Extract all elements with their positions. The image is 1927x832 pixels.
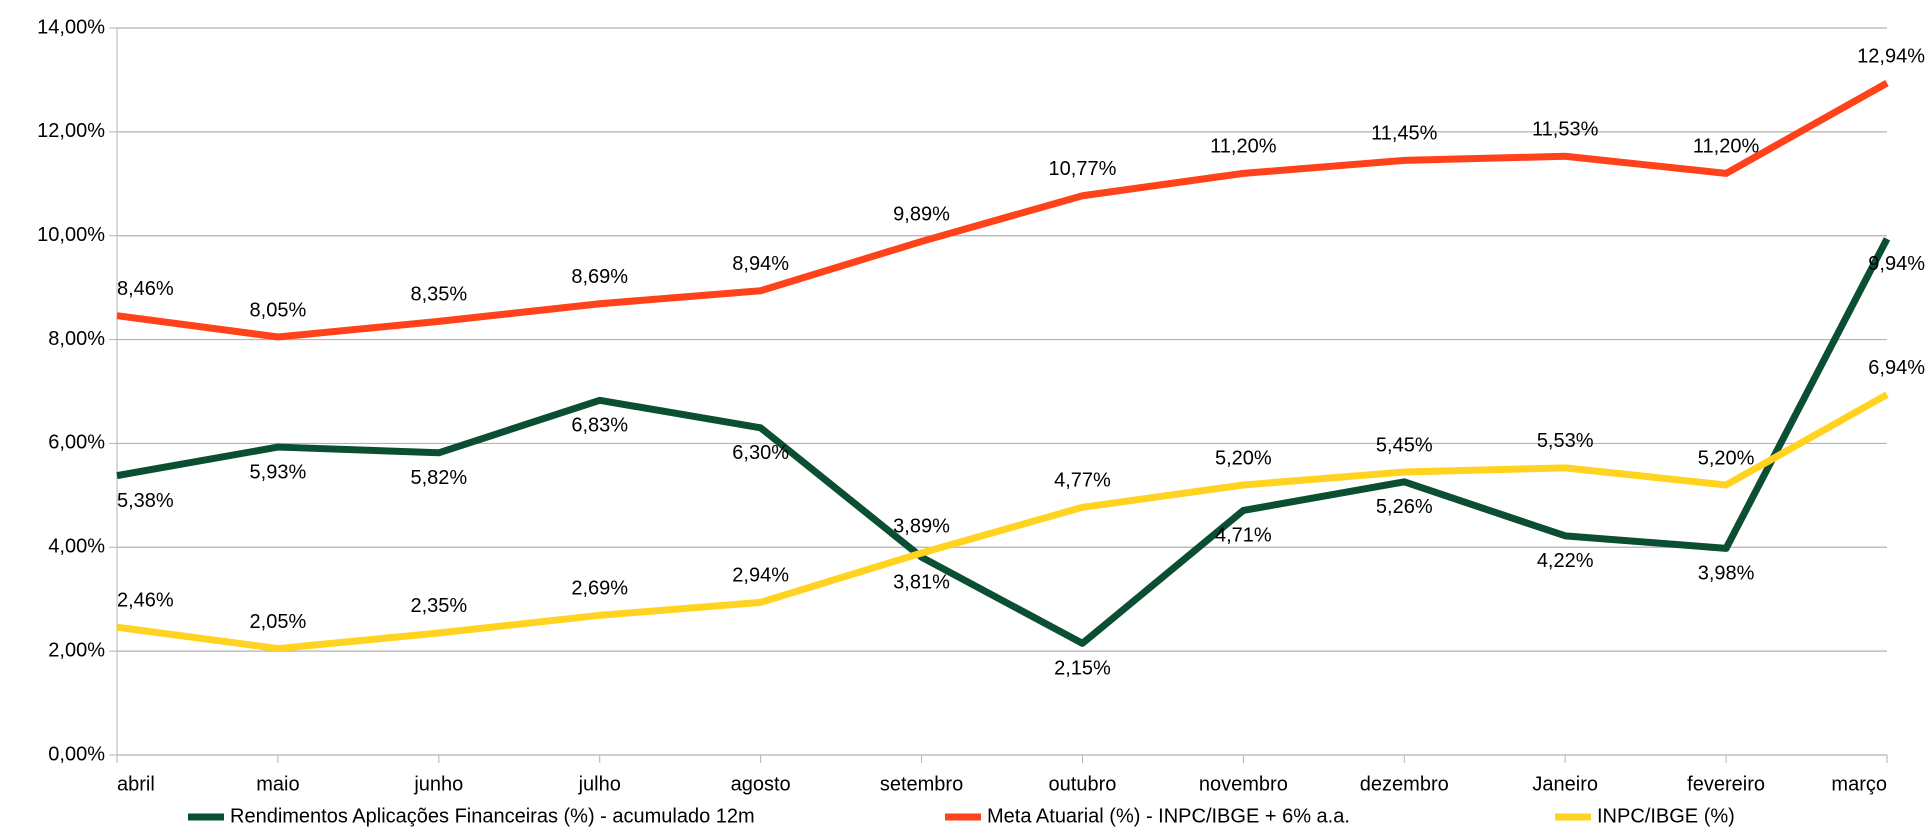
x-tick-label: outubro: [1049, 773, 1117, 795]
legend-label: INPC/IBGE (%): [1597, 805, 1735, 827]
legend-label: Rendimentos Aplicações Financeiras (%) -…: [230, 805, 755, 827]
x-tick-label: dezembro: [1360, 773, 1449, 795]
data-label: 4,71%: [1215, 525, 1272, 547]
x-tick-label: abril: [117, 773, 155, 795]
data-label: 6,94%: [1868, 357, 1925, 379]
x-tick-label: março: [1831, 773, 1887, 795]
data-label: 11,45%: [1371, 123, 1438, 145]
data-label: 11,20%: [1693, 136, 1760, 158]
data-label: 5,20%: [1698, 447, 1755, 469]
data-label: 2,94%: [732, 565, 789, 587]
data-label: 5,82%: [410, 467, 467, 489]
data-label: 11,53%: [1532, 119, 1599, 141]
y-tick-label: 12,00%: [37, 120, 105, 142]
y-tick-label: 8,00%: [48, 328, 105, 350]
data-label: 5,93%: [250, 461, 307, 483]
data-label: 8,46%: [117, 278, 174, 300]
data-label: 9,94%: [1868, 253, 1925, 275]
data-label: 10,77%: [1049, 158, 1117, 180]
x-tick-label: junho: [413, 773, 463, 795]
y-tick-label: 10,00%: [37, 224, 105, 246]
data-label: 2,15%: [1054, 658, 1111, 680]
data-label: 12,94%: [1857, 45, 1925, 67]
data-label: 3,98%: [1698, 563, 1755, 585]
data-label: 2,05%: [250, 611, 307, 633]
data-label: 5,53%: [1537, 430, 1594, 452]
x-tick-label: fevereiro: [1687, 773, 1765, 795]
data-label: 5,38%: [117, 490, 174, 512]
data-label: 2,69%: [571, 578, 628, 600]
x-tick-label: novembro: [1199, 773, 1288, 795]
x-tick-label: julho: [578, 773, 621, 795]
data-label: 11,20%: [1210, 136, 1277, 158]
data-label: 5,20%: [1215, 447, 1272, 469]
data-label: 8,35%: [410, 284, 467, 306]
data-label: 5,26%: [1376, 496, 1433, 518]
y-tick-label: 2,00%: [48, 639, 105, 661]
y-tick-label: 4,00%: [48, 536, 105, 558]
data-label: 8,94%: [732, 253, 789, 275]
data-label: 2,35%: [410, 595, 467, 617]
y-tick-label: 14,00%: [37, 16, 105, 38]
data-label: 6,83%: [571, 415, 628, 437]
data-label: 9,89%: [893, 204, 950, 226]
data-label: 4,77%: [1054, 470, 1111, 492]
x-tick-label: maio: [256, 773, 299, 795]
series-line: [116, 79, 1889, 341]
data-label: 4,22%: [1537, 550, 1594, 572]
data-label: 5,45%: [1376, 434, 1433, 456]
data-label: 6,30%: [732, 442, 789, 464]
x-tick-label: setembro: [880, 773, 963, 795]
y-tick-label: 6,00%: [48, 432, 105, 454]
series-line: [116, 237, 1891, 647]
data-label: 3,81%: [893, 571, 950, 593]
y-tick-label: 0,00%: [48, 743, 105, 765]
data-label: 3,89%: [893, 515, 950, 537]
data-label: 8,05%: [250, 299, 307, 321]
legend-label: Meta Atuarial (%) - INPC/IBGE + 6% a.a.: [987, 805, 1350, 827]
series-line: [116, 391, 1889, 653]
data-label: 2,46%: [117, 590, 174, 612]
x-tick-label: Janeiro: [1532, 773, 1598, 795]
x-tick-label: agosto: [731, 773, 791, 795]
data-label: 8,69%: [571, 266, 628, 288]
